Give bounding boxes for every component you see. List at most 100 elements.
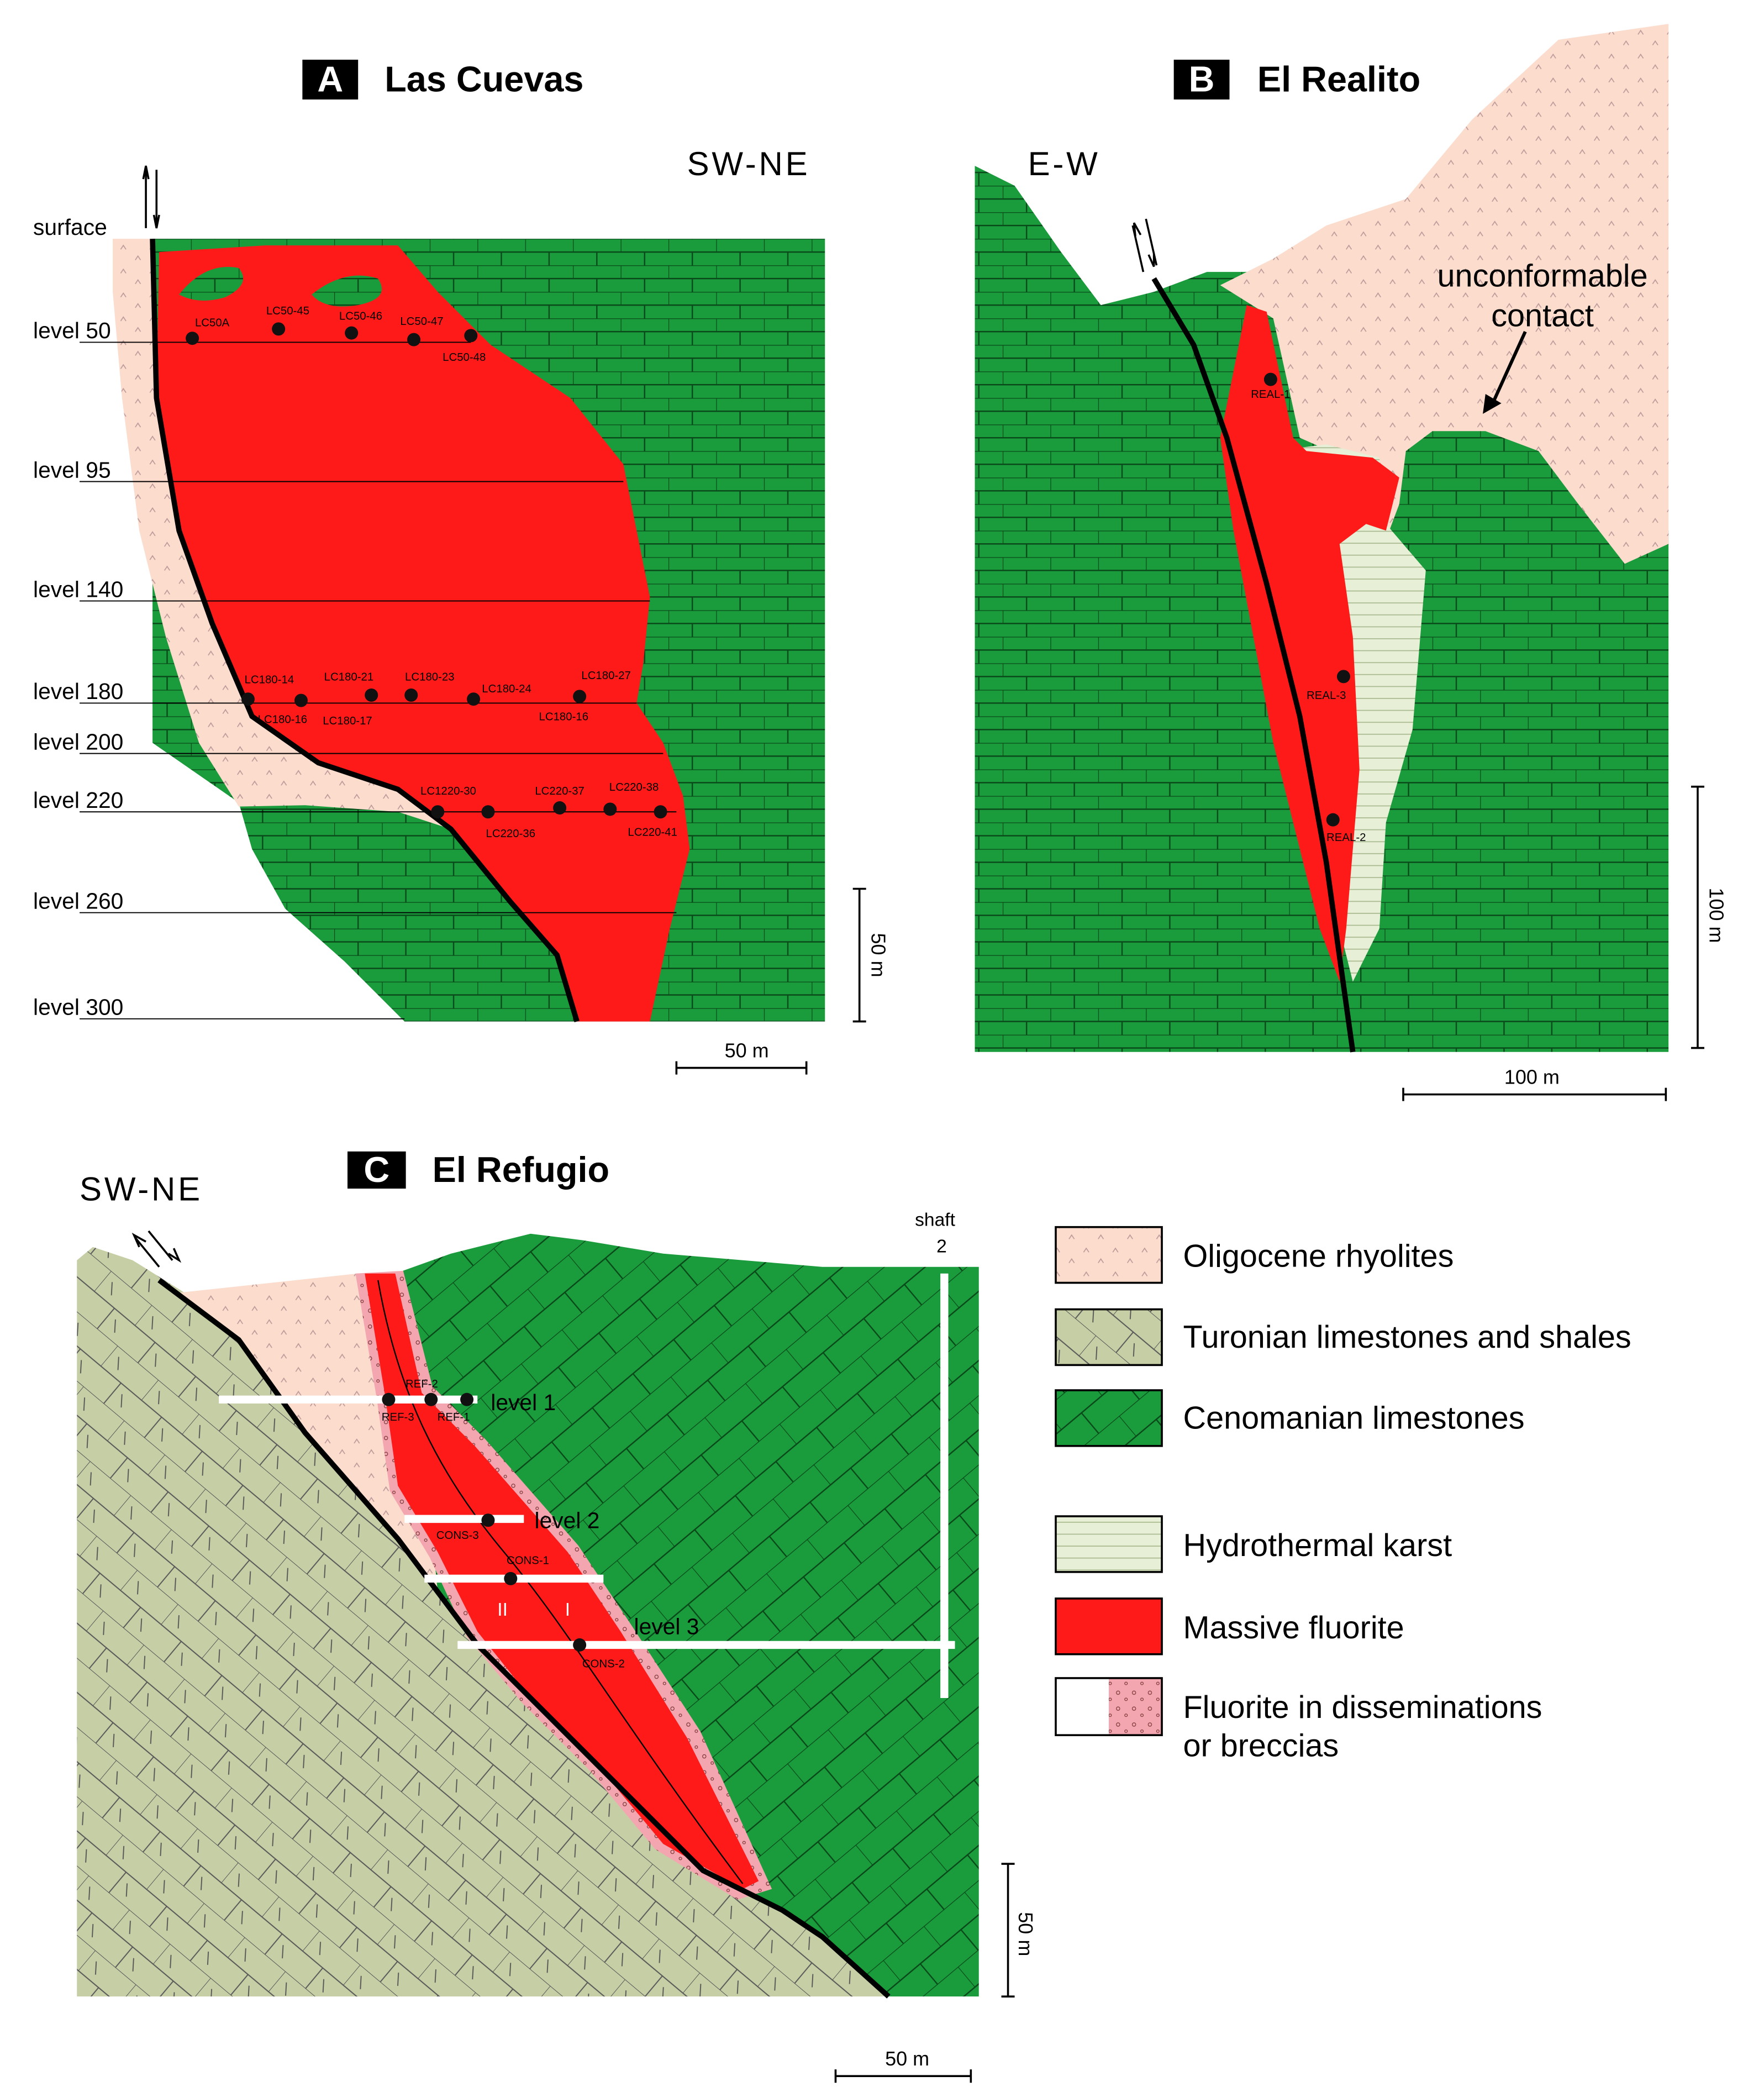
legend-label: or breccias [1183, 1728, 1339, 1764]
scale-label: 100 m [1504, 1065, 1560, 1088]
sample-label: LC50-46 [339, 311, 382, 323]
annotation-arrow [1491, 330, 1527, 406]
level-label: level 200 [33, 729, 123, 754]
rhyolite [1220, 24, 1669, 564]
scale-label: 50 m [885, 2047, 929, 2070]
legend-swatch [1055, 1226, 1163, 1284]
sample-point [241, 692, 255, 706]
sample-label: LC1220-30 [420, 785, 476, 797]
sample-label: REAL-1 [1251, 388, 1290, 401]
panel-a: surface level 50 level 95 level 140 level 18… [33, 59, 889, 1075]
legend-label: Fluorite in disseminations [1183, 1690, 1542, 1725]
sample-label: LC180-27 [581, 670, 631, 682]
legend-label: Oligocene rhyolites [1183, 1239, 1454, 1274]
sample-point [345, 326, 359, 340]
level-label: level 140 [33, 576, 123, 602]
sample-label: REAL-2 [1326, 832, 1366, 844]
level-label: level 95 [33, 457, 111, 482]
annotation: unconformable [1437, 259, 1648, 294]
annotation: contact [1491, 298, 1594, 334]
level-label: surface [33, 214, 107, 240]
legend-swatch [1055, 1597, 1163, 1655]
sample-point [1326, 813, 1340, 827]
sample-label: LC180-21 [324, 671, 374, 684]
level-label: level 3 [634, 1614, 699, 1639]
fault-arrows [131, 1230, 182, 1268]
sample-point [1336, 670, 1350, 684]
sample-point [573, 1638, 587, 1652]
sample-point [365, 688, 378, 702]
sample-label: LC180-23 [405, 671, 455, 684]
legend-swatch [1055, 1515, 1163, 1573]
panel-badge [347, 1151, 406, 1189]
legend-label: Hydrothermal karst [1183, 1528, 1452, 1563]
fault-arrows [1131, 218, 1158, 272]
fault [1151, 277, 1356, 1053]
level-label: level 180 [33, 679, 123, 704]
massive-fluorite [156, 245, 690, 1022]
orientation: E-W [1028, 145, 1100, 182]
sample-point [294, 693, 308, 707]
fault-arrows [142, 165, 160, 229]
scale-label: 50 m [867, 933, 889, 977]
roman-label: I [565, 1600, 570, 1620]
sample-point [504, 1571, 518, 1585]
level-label: level 2 [535, 1508, 600, 1533]
level-label: level 260 [33, 889, 123, 914]
legend-label: Cenomanian limestones [1183, 1401, 1524, 1436]
turonian-limestone [77, 1247, 889, 1997]
panel-c: REF-2 REF-3 REF-1 CONS-3 CONS-1 CONS-2 II I l… [77, 1149, 1037, 2083]
sample-point [272, 322, 286, 336]
sample-label: LC180-16 [258, 713, 308, 726]
level-label: level 1 [491, 1390, 556, 1415]
legend-swatch [1055, 1389, 1163, 1447]
sample-point [186, 332, 199, 345]
sample-point [431, 805, 445, 819]
legend-swatch [1055, 1677, 1163, 1736]
legend: Oligocene rhyolites Turonian limestones … [1055, 1226, 1631, 1764]
sample-point [382, 1392, 396, 1406]
sample-label: REF-1 [438, 1411, 470, 1423]
sample-label: CONS-3 [436, 1529, 479, 1542]
panel-b: REAL-1 REAL-3 REAL-2 B El Realito E-W unco… [975, 24, 1728, 1101]
legend-label: Massive fluorite [1183, 1610, 1404, 1646]
scale-label: 100 m [1705, 887, 1728, 943]
sample-point [464, 329, 478, 343]
sample-label: LC50-45 [266, 305, 309, 317]
scale-bar [834, 1863, 1015, 2083]
sample-point [481, 805, 495, 819]
legend-swatch [1055, 1678, 1109, 1736]
panel-badge [1173, 60, 1230, 100]
sample-label: LC180-17 [323, 715, 372, 727]
sample-label: LC220-36 [486, 828, 536, 840]
legend-swatch [1055, 1308, 1163, 1366]
sample-label: REAL-3 [1307, 690, 1346, 702]
sample-label: REF-3 [382, 1411, 414, 1423]
sample-point [603, 802, 617, 816]
sample-label: LC50-47 [400, 316, 443, 328]
vein-trace [377, 1280, 744, 1884]
sample-point [424, 1392, 438, 1406]
sample-label: LC180-24 [482, 683, 531, 695]
sample-point [553, 801, 567, 815]
massive-fluorite [1220, 305, 1399, 982]
orientation: SW-NE [80, 1171, 203, 1208]
arrow-head [1483, 394, 1502, 414]
sample-point [481, 1513, 495, 1527]
level-label: level 50 [33, 318, 111, 343]
orientation: SW-NE [687, 145, 810, 182]
rhyolite [113, 239, 451, 829]
legend-swatch [1109, 1678, 1162, 1736]
sample-label: LC50-48 [443, 351, 486, 364]
scale-bar [675, 887, 866, 1075]
panel-letter: B [1189, 59, 1215, 99]
panel-letter: C [364, 1149, 389, 1190]
sample-point [654, 805, 667, 819]
panel-title: El Realito [1257, 59, 1420, 99]
panel-badge [302, 60, 359, 100]
panel-title: Las Cuevas [385, 59, 583, 99]
fault [150, 239, 580, 1022]
scale-label: 50 m [725, 1039, 769, 1061]
level-label: level 300 [33, 995, 123, 1020]
